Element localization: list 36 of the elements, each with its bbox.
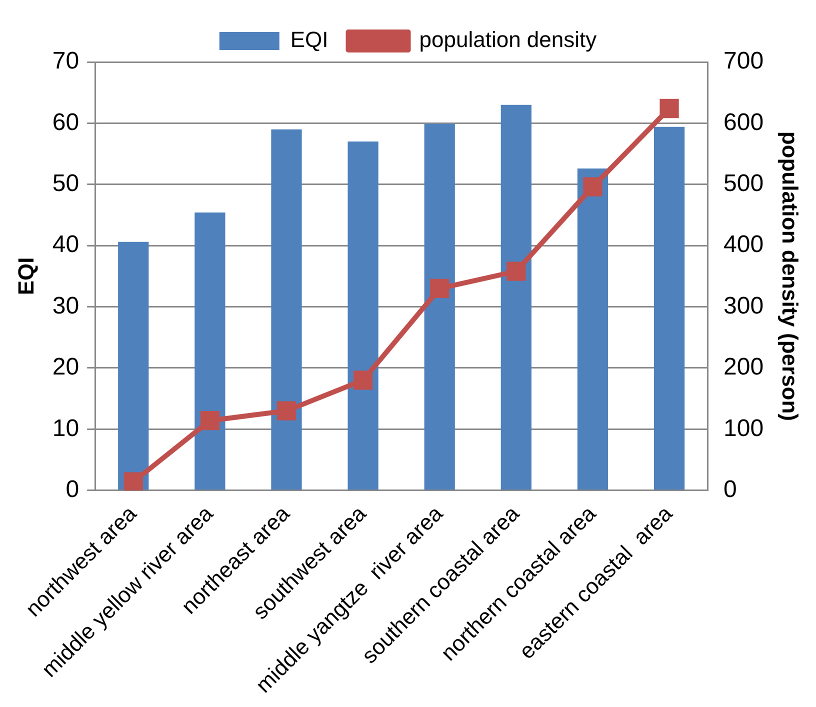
bar (194, 212, 226, 490)
y2-tick-label: 200 (724, 354, 764, 381)
y2-tick-label: 300 (724, 292, 764, 320)
legend-label: population density (419, 27, 597, 52)
bar (654, 126, 685, 490)
y-axis-title: EQI (13, 257, 38, 296)
point (660, 98, 679, 118)
y2-tick-label: 400 (724, 231, 764, 258)
y2-tick-label: 100 (724, 414, 764, 442)
y-tick-label: 50 (52, 170, 80, 198)
y2-tick-label: 600 (724, 108, 764, 136)
point (200, 411, 220, 430)
bar (348, 142, 378, 490)
y2-tick-label: 700 (724, 48, 764, 75)
y-tick-label: 20 (52, 354, 80, 381)
bar (500, 104, 532, 490)
point (506, 262, 526, 281)
point (430, 278, 450, 298)
y2-tick-label: 500 (724, 170, 764, 198)
point (583, 177, 602, 196)
y-tick-label: 0 (66, 476, 80, 503)
y-tick-label: 10 (52, 414, 80, 442)
y2-tick-label: 0 (724, 476, 737, 503)
point (353, 370, 373, 390)
legend-label: EQI (290, 27, 328, 52)
bar (577, 168, 608, 490)
bar (271, 129, 302, 490)
bar (424, 124, 455, 490)
point (124, 472, 143, 490)
y2-axis-title: population density (person) (778, 131, 803, 422)
bar (118, 242, 149, 490)
y-tick-label: 40 (52, 231, 80, 258)
point (276, 401, 296, 420)
y-tick-label: 30 (52, 292, 80, 320)
y-tick-label: 70 (52, 48, 80, 75)
y-tick-label: 60 (52, 108, 80, 136)
